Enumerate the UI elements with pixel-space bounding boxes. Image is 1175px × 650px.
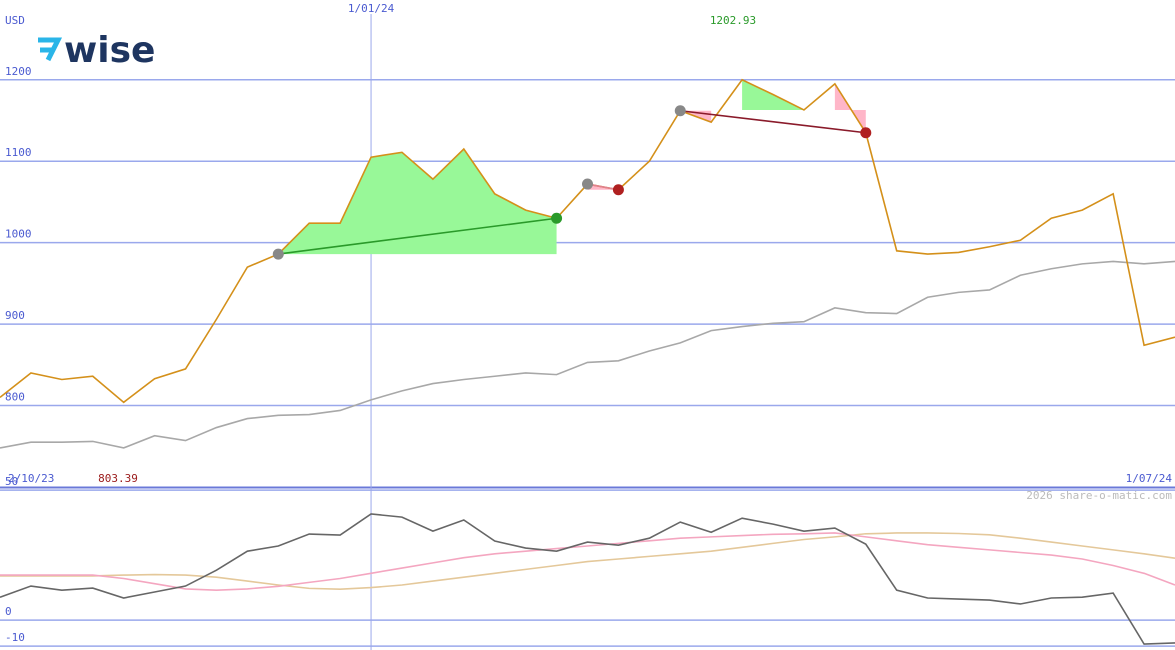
y-tick-label: 800 [5, 391, 25, 404]
logo: wise [38, 30, 155, 71]
logo-text: wise [64, 30, 155, 71]
series-line [0, 513, 1175, 645]
signal-marker [551, 212, 563, 224]
watermark: 2026 share-o-matic.com [1026, 489, 1172, 502]
annotation: 1202.93 [710, 14, 756, 27]
signal-marker [860, 127, 872, 139]
signal-marker [612, 184, 624, 196]
series-line [0, 532, 1175, 591]
trend-line [680, 109, 866, 134]
y-tick-label: 50 [5, 475, 18, 488]
series-line [0, 78, 1175, 404]
x-tick-label: 1/07/24 [1126, 472, 1173, 485]
signal-marker [272, 248, 284, 260]
x-tick-label: 1/01/24 [348, 2, 395, 15]
signal-marker [582, 178, 593, 190]
y-tick-label: 1100 [5, 146, 32, 159]
y-tick-label: -10 [5, 631, 25, 644]
series-line [0, 532, 1175, 590]
y-tick-label: 0 [5, 605, 12, 618]
y-tick-label: 900 [5, 309, 25, 322]
y-tick-label: 1000 [5, 228, 32, 241]
signal-marker [674, 105, 686, 117]
trend-line [278, 217, 557, 255]
annotation: 803.39 [98, 472, 138, 485]
x-tick-label: 2/10/23 [8, 472, 54, 485]
unit-label: USD [5, 14, 25, 27]
y-tick-label: 1200 [5, 65, 32, 78]
series-line [0, 260, 1175, 449]
